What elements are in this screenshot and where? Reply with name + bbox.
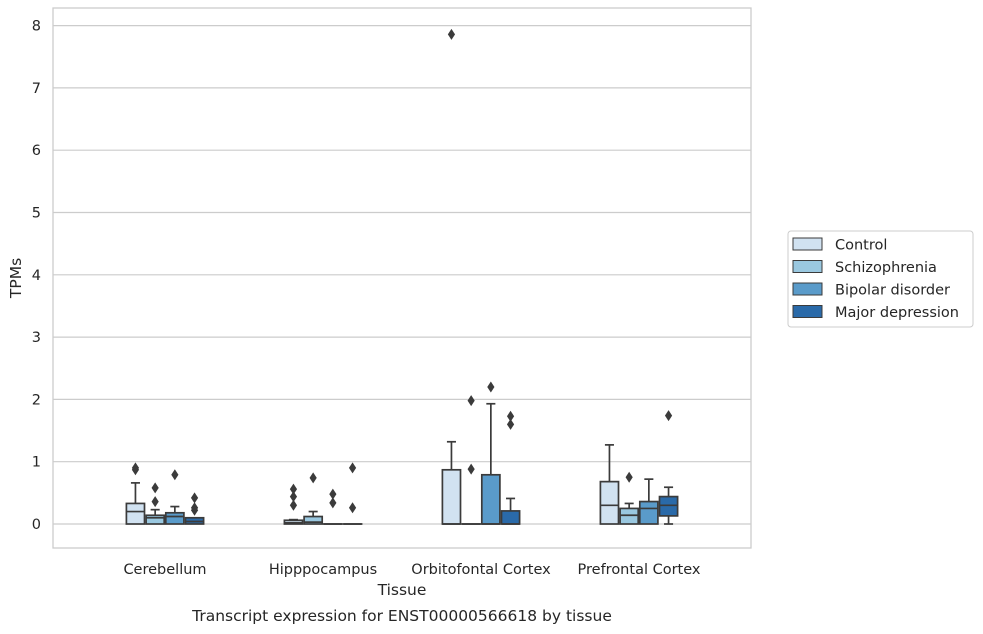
box-control (441, 28, 462, 525)
outlier-point (131, 462, 140, 474)
outlier-point (447, 28, 456, 40)
box-major-depression (658, 410, 679, 525)
x-tick-label: Cerebellum (123, 562, 206, 578)
outlier-point (348, 502, 357, 514)
legend-label: Bipolar disorder (835, 283, 950, 299)
legend-item: Bipolar disorder (792, 282, 950, 299)
y-tick-label: 0 (32, 517, 41, 533)
legend-swatch (792, 305, 823, 318)
outlier-point (348, 462, 357, 474)
outlier-point (329, 497, 337, 509)
outlier-point (171, 469, 179, 481)
outlier-point (467, 395, 475, 407)
y-tick-label: 6 (32, 143, 41, 159)
box-bipolar-disorder (164, 469, 185, 525)
box-schizophrenia (461, 395, 482, 525)
outlier-point (151, 496, 159, 508)
box-major-depression (342, 462, 363, 525)
box-iqr (441, 468, 462, 525)
box-bipolar-disorder (480, 381, 501, 525)
legend-swatch (792, 282, 823, 296)
outlier-point (289, 491, 298, 503)
plot-frame (52, 7, 752, 549)
box-bipolar-disorder (638, 478, 659, 525)
box-bipolar-disorder (322, 488, 343, 525)
outlier-point (151, 482, 159, 494)
legend-frame (787, 230, 974, 328)
y-tick-label: 7 (32, 81, 41, 97)
y-tick-label: 1 (32, 455, 41, 471)
box-major-depression (500, 410, 521, 525)
x-tick-label: Hipppocampus (269, 562, 377, 578)
box-iqr (480, 473, 501, 525)
outlier-point (329, 488, 337, 500)
legend-swatch (792, 260, 823, 273)
box-iqr (164, 511, 185, 525)
box-schizophrenia (619, 471, 640, 525)
x-tick-label: Orbitofontal Cortex (411, 562, 551, 578)
outlier-point (487, 381, 495, 393)
y-tick-label: 4 (32, 268, 41, 284)
box-iqr (599, 480, 620, 525)
outlier-point (289, 499, 298, 511)
box-iqr (638, 500, 659, 525)
box-major-depression (184, 492, 205, 525)
box-control (599, 444, 620, 525)
box-iqr (500, 510, 521, 525)
box-iqr (303, 515, 324, 525)
legend-swatch (792, 237, 823, 251)
box-control (125, 462, 146, 525)
legend: Control Schizophrenia Bipolar disorder Majo… (787, 230, 974, 328)
outlier-point (190, 492, 199, 504)
outlier-point (289, 483, 298, 495)
grid-lines (53, 25, 751, 525)
legend-items: Control Schizophrenia Bipolar disorder Majo… (792, 237, 959, 321)
outlier-point (506, 418, 515, 430)
box-iqr (619, 507, 640, 525)
box-iqr (125, 502, 146, 525)
box-schizophrenia (303, 472, 324, 525)
legend-label: Control (835, 238, 887, 254)
outlier-point (664, 410, 673, 422)
y-tick-label: 5 (32, 206, 41, 222)
y-axis-label: TPMs (7, 258, 25, 299)
box-iqr (145, 514, 166, 525)
box-plot-layer (125, 28, 679, 525)
y-tick-labels: 0 1 2 3 4 5 6 7 8 (32, 19, 41, 533)
outlier-point (625, 471, 633, 483)
box-control (283, 483, 304, 525)
x-axis-label: Tissue (377, 581, 427, 599)
y-tick-label: 2 (32, 392, 41, 408)
y-tick-label: 3 (32, 330, 41, 346)
legend-item: Control (792, 237, 887, 254)
outlier-point (190, 502, 199, 514)
outlier-point (467, 463, 475, 475)
x-tick-label: Prefrontal Cortex (578, 562, 701, 578)
outlier-point (309, 472, 317, 484)
legend-item: Major depression (792, 305, 959, 321)
legend-item: Schizophrenia (792, 260, 937, 276)
chart-caption: Transcript expression for ENST0000056661… (191, 607, 612, 625)
box-iqr (658, 495, 679, 517)
y-tick-label: 8 (32, 19, 41, 35)
legend-label: Major depression (835, 305, 959, 321)
box-schizophrenia (145, 482, 166, 525)
outlier-point (506, 410, 515, 422)
legend-label: Schizophrenia (835, 260, 937, 276)
x-tick-labels: Cerebellum Hipppocampus Orbitofontal Corte… (123, 562, 700, 578)
